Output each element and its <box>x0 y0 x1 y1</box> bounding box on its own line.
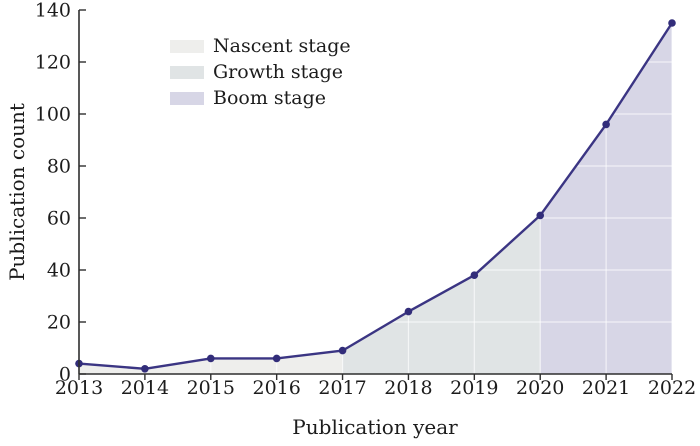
x-tick-label: 2020 <box>516 377 564 399</box>
publication-count-line <box>77 21 674 370</box>
legend-swatch-growth <box>170 65 204 79</box>
data-point-2016 <box>272 354 281 363</box>
data-point-2022 <box>668 19 676 27</box>
data-point-2015 <box>206 354 215 363</box>
y-tick-label: 40 <box>47 260 71 282</box>
data-point-2019 <box>470 271 479 280</box>
x-tick-label: 2018 <box>384 377 432 399</box>
legend-item-nascent: Nascent stage <box>170 33 351 59</box>
x-tick-label: 2022 <box>648 377 696 399</box>
y-tick-label: 0 <box>59 364 71 386</box>
legend: Nascent stage Growth stage Boom stage <box>170 33 351 111</box>
y-tick-label: 20 <box>47 312 71 334</box>
data-point-2014 <box>141 365 149 373</box>
y-tick-label: 120 <box>35 52 71 74</box>
legend-label-nascent: Nascent stage <box>213 34 351 57</box>
legend-item-boom: Boom stage <box>170 85 351 111</box>
x-tick-label: 2015 <box>187 377 235 399</box>
legend-label-growth: Growth stage <box>213 60 343 83</box>
legend-label-boom: Boom stage <box>213 86 327 109</box>
y-tick-label: 140 <box>35 0 71 22</box>
data-point-2018 <box>404 307 413 316</box>
data-point-2020 <box>536 211 545 220</box>
y-axis-title: Publication count <box>5 103 29 281</box>
legend-item-growth: Growth stage <box>170 59 351 85</box>
x-tick-label: 2014 <box>121 377 169 399</box>
data-point-2017 <box>338 346 347 355</box>
x-tick-label: 2013 <box>55 377 103 399</box>
x-tick-label: 2017 <box>318 377 366 399</box>
y-tick-label: 60 <box>47 208 71 230</box>
y-tick-label: 80 <box>47 156 71 178</box>
legend-swatch-boom <box>170 91 204 105</box>
x-tick-label: 2019 <box>450 377 498 399</box>
data-point-2021 <box>602 120 610 129</box>
y-tick-label: 100 <box>35 104 71 126</box>
legend-swatch-nascent <box>170 39 204 53</box>
x-tick-label: 2021 <box>582 377 630 399</box>
x-axis-title: Publication year <box>292 415 458 439</box>
x-tick-label: 2016 <box>252 377 300 399</box>
